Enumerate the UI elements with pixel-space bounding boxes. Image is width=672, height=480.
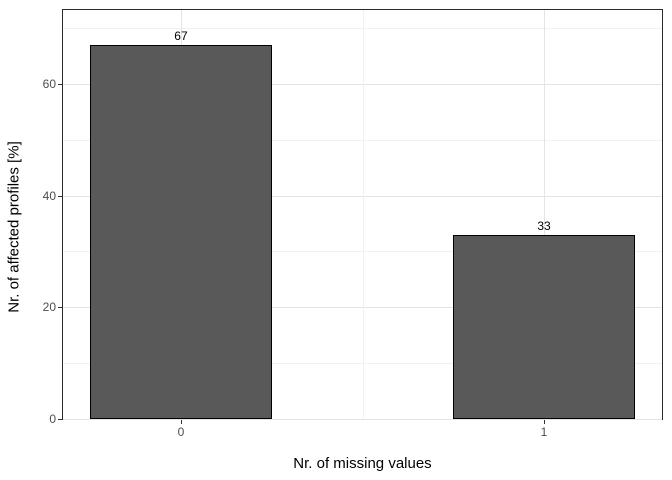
y-tick-mark (58, 195, 62, 197)
y-tick-label: 40 (42, 188, 56, 203)
y-tick-mark (58, 83, 62, 85)
gridline-x-major (544, 10, 545, 419)
x-tick-label: 1 (540, 425, 548, 439)
gridline-y-major (63, 419, 662, 420)
y-tick-mark (58, 307, 62, 309)
y-tick-label: 20 (42, 300, 56, 315)
gridline-x-minor (362, 10, 364, 419)
x-axis-title: Nr. of missing values (293, 455, 432, 472)
bar-value-label: 33 (537, 218, 551, 233)
y-tick-mark (58, 419, 62, 420)
y-tick-label: 0 (49, 412, 56, 426)
x-tick-mark (544, 420, 545, 424)
x-tick-label: 0 (177, 425, 185, 439)
bar-value-label: 67 (174, 28, 188, 43)
y-tick-label: 60 (42, 76, 56, 91)
bar-0 (90, 44, 272, 419)
x-tick-mark (180, 420, 182, 424)
bar-1 (453, 234, 635, 419)
y-axis-title: Nr. of affected profiles [%] (5, 141, 23, 313)
plot-panel (62, 9, 663, 420)
